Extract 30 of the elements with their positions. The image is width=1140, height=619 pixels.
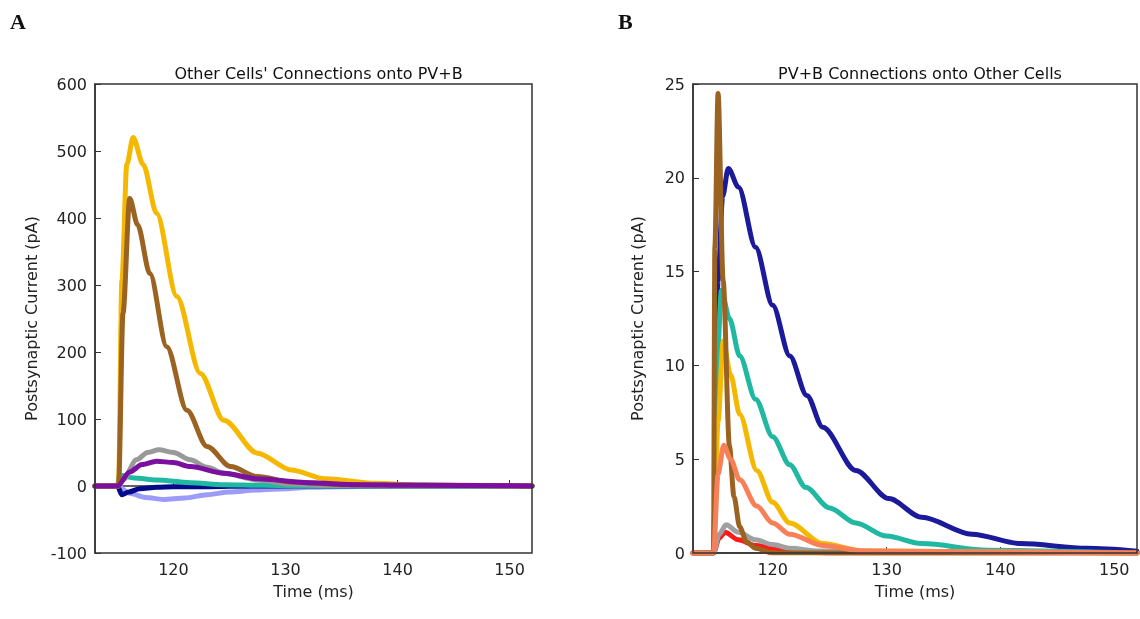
x-tick-label: 140 <box>382 559 413 579</box>
text: B <box>618 8 633 34</box>
y-tick-label: 25 <box>664 74 685 94</box>
chart-title: PV+B Connections onto Other Cells <box>778 63 1062 83</box>
x-tick-label: 120 <box>757 559 788 579</box>
y-tick-label: -100 <box>50 543 87 563</box>
y-tick-label: 500 <box>56 141 87 161</box>
x-tick-label: 120 <box>158 559 189 579</box>
x-axis-title: Time (ms) <box>272 581 354 601</box>
y-tick-label: 15 <box>664 262 685 282</box>
y-tick-label: 400 <box>56 208 87 228</box>
x-tick-label: 150 <box>494 559 525 579</box>
y-tick-label: 600 <box>56 74 87 94</box>
y-axis-title: Postsynaptic Current (pA) <box>627 216 647 421</box>
y-tick-label: 10 <box>664 355 685 375</box>
y-tick-label: 100 <box>56 409 87 429</box>
x-tick-label: 150 <box>1098 559 1130 579</box>
y-tick-label: 200 <box>56 342 87 362</box>
y-tick-label: 5 <box>674 449 685 469</box>
x-tick-label: 140 <box>985 559 1016 579</box>
y-axis-title: Postsynaptic Current (pA) <box>22 216 42 421</box>
x-tick-label: 130 <box>871 559 902 579</box>
x-axis-title: Time (ms) <box>873 581 956 601</box>
y-tick-label: 0 <box>76 476 87 496</box>
text: A <box>10 8 26 34</box>
y-tick-label: 300 <box>56 275 87 295</box>
y-tick-label: 20 <box>664 168 685 188</box>
y-tick-label: 0 <box>674 543 685 563</box>
x-tick-label: 130 <box>270 559 301 579</box>
chart-title: Other Cells' Connections onto PV+B <box>174 63 463 83</box>
